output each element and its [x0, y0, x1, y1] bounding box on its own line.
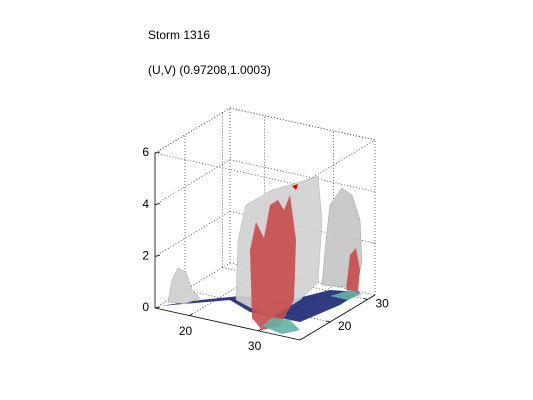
chart-title: Storm 1316 [148, 28, 210, 42]
y-tick [363, 298, 368, 300]
grid-line [229, 159, 376, 193]
y-tick-label: 20 [338, 319, 352, 333]
red-surface [292, 184, 298, 190]
z-tick [154, 203, 161, 206]
grid-line [229, 107, 376, 141]
y-tick [325, 320, 331, 323]
grid-line [154, 159, 231, 206]
x-tick [258, 328, 262, 332]
isosurfaces [160, 175, 363, 334]
y-tick-label: 30 [376, 297, 390, 311]
cyan-surface [262, 318, 300, 334]
cyan-surface [330, 290, 362, 300]
z-tick-label: 6 [142, 145, 149, 159]
x-tick [189, 313, 193, 316]
chart-subtitle: (U,V) (0.97208,1.0003) [148, 63, 271, 77]
gray-surface [167, 267, 201, 305]
z-tick [154, 254, 161, 257]
x-tick-label: 20 [179, 324, 193, 338]
box-edge [299, 139, 376, 186]
red-surface [346, 248, 360, 292]
z-tick-label: 0 [142, 300, 149, 314]
grid-line [154, 262, 231, 309]
z-tick [154, 151, 161, 154]
x-axis [154, 307, 301, 341]
z-tick-label: 2 [142, 249, 149, 263]
y-axis [299, 294, 376, 341]
grid-line [154, 107, 231, 154]
red-surface [250, 195, 296, 330]
z-tick-label: 4 [142, 197, 149, 211]
grid-line [154, 210, 231, 257]
x-tick-label: 30 [248, 339, 262, 353]
axes: 0 2 4 6 20 30 20 30 [142, 145, 389, 353]
box-edge [154, 152, 301, 186]
